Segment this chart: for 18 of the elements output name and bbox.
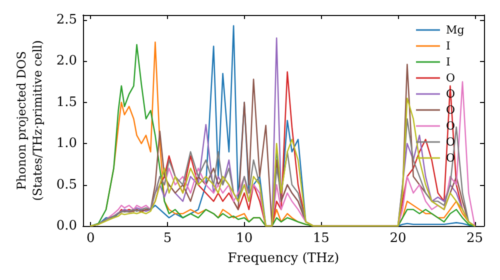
y-tick-label: 0.0 (56, 218, 77, 234)
y-tick-label: 1.5 (56, 94, 77, 110)
y-tick-label: 2.0 (56, 54, 77, 69)
y-tick-label: 0.5 (56, 177, 77, 192)
x-tick-label: 15 (312, 231, 330, 246)
x-axis-title: Frequency (THz) (228, 251, 340, 266)
legend-label: Mg (446, 24, 464, 36)
y-axis-title: Phonon projected DOS (States/THz·primitive cell) (14, 40, 44, 201)
legend-label: I (446, 40, 450, 52)
x-tick-label: 0 (86, 231, 95, 246)
x-tick-label: 5 (163, 231, 172, 246)
y-tick-label: 2.5 (56, 12, 77, 28)
x-tick-label: 10 (236, 231, 253, 246)
y-tick-label: 1.0 (56, 136, 77, 152)
x-tick-label: 20 (390, 231, 406, 246)
x-tick-label: 25 (466, 231, 484, 246)
legend-label: O (446, 72, 456, 84)
legend-label: I (446, 56, 450, 68)
